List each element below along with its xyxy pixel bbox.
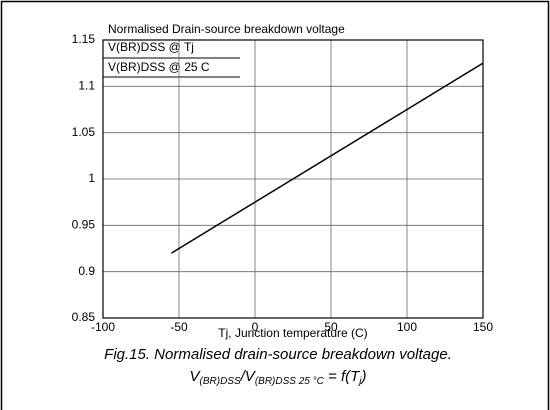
caption: Fig.15. Normalised drain-source breakdow… — [104, 346, 452, 363]
x-tick-label: 150 — [473, 320, 493, 334]
formula-sub: (BR)DSS — [200, 376, 241, 387]
y-tick-label: 0.95 — [72, 218, 96, 232]
y-tick-label: 0.9 — [78, 264, 95, 278]
formula-part: /V — [240, 368, 257, 385]
formula-part: ) — [360, 368, 367, 385]
y-label-denominator: V(BR)DSS @ 25 C — [108, 60, 210, 74]
y-label-numerator: V(BR)DSS @ Tj — [108, 40, 194, 54]
y-tick-label: 1.05 — [72, 125, 96, 139]
x-tick-label: -50 — [170, 320, 188, 334]
formula-sub: (BR)DSS 25 °C — [255, 376, 325, 387]
x-tick-label: -100 — [91, 320, 115, 334]
y-tick-label: 0.85 — [72, 310, 96, 324]
y-tick-label: 1.1 — [78, 79, 95, 93]
formula: V(BR)DSS/V(BR)DSS 25 °C = f(Tj) — [190, 368, 367, 387]
x-axis-label: Tj, Junction temperature (C) — [218, 326, 367, 340]
line — [171, 62, 484, 254]
y-tick-label: 1.15 — [72, 32, 96, 46]
formula-part: = f(T — [324, 368, 361, 385]
x-tick-label: 100 — [397, 320, 417, 334]
x-tick-label: 50 — [324, 320, 338, 334]
chart-title: Normalised Drain-source breakdown voltag… — [108, 22, 345, 36]
y-tick-label: 1 — [88, 171, 95, 185]
formula-part: V — [190, 368, 202, 385]
x-tick-label: 0 — [252, 320, 259, 334]
plot-border — [102, 39, 484, 319]
formula-sub: j — [357, 376, 362, 387]
